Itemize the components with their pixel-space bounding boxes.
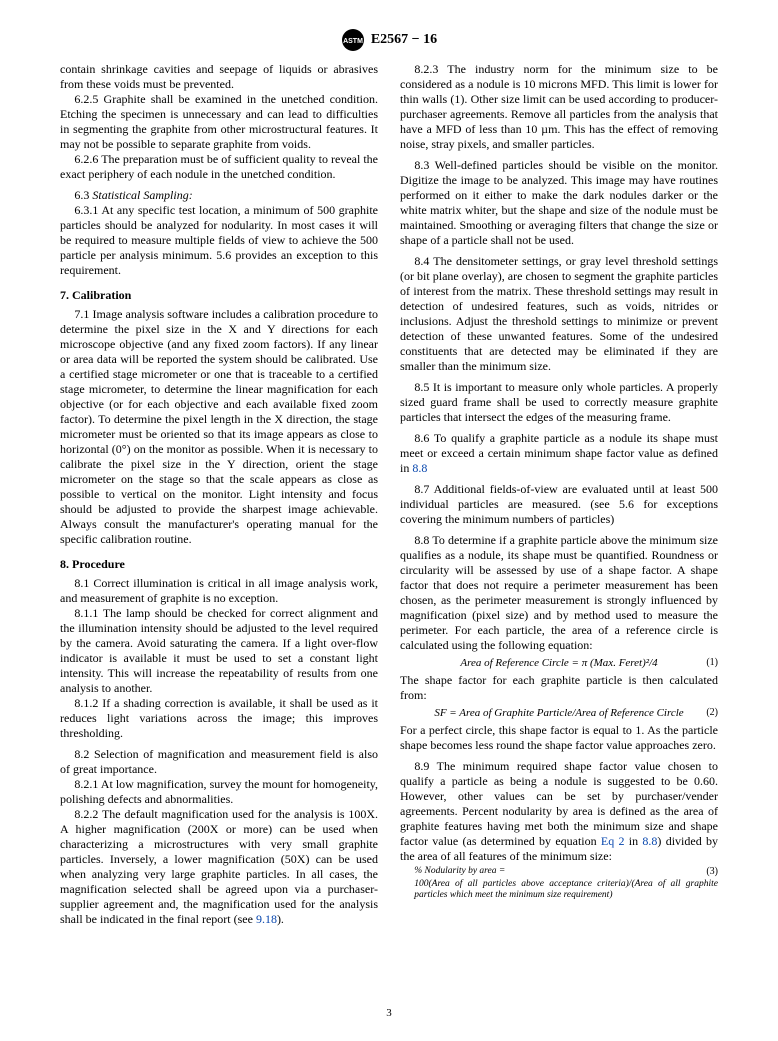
equation-1-text: Area of Reference Circle = π (Max. Feret… — [460, 657, 657, 669]
heading-7: 7. Calibration — [60, 288, 378, 303]
para-8-5: 8.5 It is important to measure only whol… — [400, 380, 718, 425]
para-8-1-2: 8.1.2 If a shading correction is availab… — [60, 696, 378, 741]
para-8-4: 8.4 The densitometer settings, or gray l… — [400, 254, 718, 374]
equation-3: % Nodularity by area = (3) — [414, 866, 718, 877]
link-9-18[interactable]: 9.18 — [256, 912, 277, 926]
equation-2: SF = Area of Graphite Particle/Area of R… — [400, 707, 718, 721]
para-contain: contain shrinkage cavities and seepage o… — [60, 62, 378, 92]
para-8-6: 8.6 To qualify a graphite particle as a … — [400, 431, 718, 476]
para-8-6-text: 8.6 To qualify a graphite particle as a … — [400, 431, 718, 475]
para-6-2-6: 6.2.6 The preparation must be of suffici… — [60, 152, 378, 182]
heading-6-3: 6.3 Statistical Sampling: — [60, 188, 378, 203]
equation-2-text: SF = Area of Graphite Particle/Area of R… — [434, 707, 683, 719]
equation-3-line2: 100(Area of all particles above acceptan… — [414, 879, 718, 902]
para-8-2-2-close: ). — [277, 912, 284, 926]
para-8-1-1: 8.1.1 The lamp should be checked for cor… — [60, 606, 378, 696]
link-8-8-a[interactable]: 8.8 — [412, 461, 427, 475]
equation-3-num: (3) — [706, 866, 718, 878]
body-columns: contain shrinkage cavities and seepage o… — [0, 62, 778, 927]
para-8-7: 8.7 Additional fields-of-view are evalua… — [400, 482, 718, 527]
para-8-2-1: 8.2.1 At low magnification, survey the m… — [60, 777, 378, 807]
para-8-8b: The shape factor for each graphite parti… — [400, 673, 718, 703]
para-8-2-2-text: 8.2.2 The default magnification used for… — [60, 807, 378, 926]
para-7-1: 7.1 Image analysis software includes a c… — [60, 307, 378, 547]
para-8-8c: For a perfect circle, this shape factor … — [400, 723, 718, 753]
astm-logo: ASTM — [341, 28, 365, 52]
para-8-2-2: 8.2.2 The default magnification used for… — [60, 807, 378, 927]
designation: E2567 − 16 — [371, 31, 437, 49]
link-8-8-b[interactable]: 8.8 — [642, 834, 657, 848]
page-number: 3 — [0, 1007, 778, 1021]
heading-8: 8. Procedure — [60, 557, 378, 572]
equation-1: Area of Reference Circle = π (Max. Feret… — [400, 657, 718, 671]
para-8-8: 8.8 To determine if a graphite particle … — [400, 533, 718, 653]
para-8-2: 8.2 Selection of magnification and measu… — [60, 747, 378, 777]
para-6-3-1: 6.3.1 At any specific test location, a m… — [60, 203, 378, 278]
para-8-9-text-b: in — [625, 834, 643, 848]
page-header: ASTM E2567 − 16 — [0, 0, 778, 62]
equation-3-line1: % Nodularity by area = — [414, 866, 505, 876]
equation-2-num: (2) — [706, 707, 718, 720]
para-8-3: 8.3 Well-defined particles should be vis… — [400, 158, 718, 248]
para-6-2-5: 6.2.5 Graphite shall be examined in the … — [60, 92, 378, 152]
link-eq2[interactable]: Eq 2 — [601, 834, 625, 848]
heading-6-3-title: Statistical Sampling: — [92, 188, 192, 202]
heading-6-3-num: 6.3 — [74, 188, 92, 202]
para-8-2-3: 8.2.3 The industry norm for the minimum … — [400, 62, 718, 152]
svg-text:ASTM: ASTM — [343, 38, 363, 45]
para-8-1: 8.1 Correct illumination is critical in … — [60, 576, 378, 606]
equation-1-num: (1) — [706, 657, 718, 670]
para-8-9: 8.9 The minimum required shape factor va… — [400, 759, 718, 864]
